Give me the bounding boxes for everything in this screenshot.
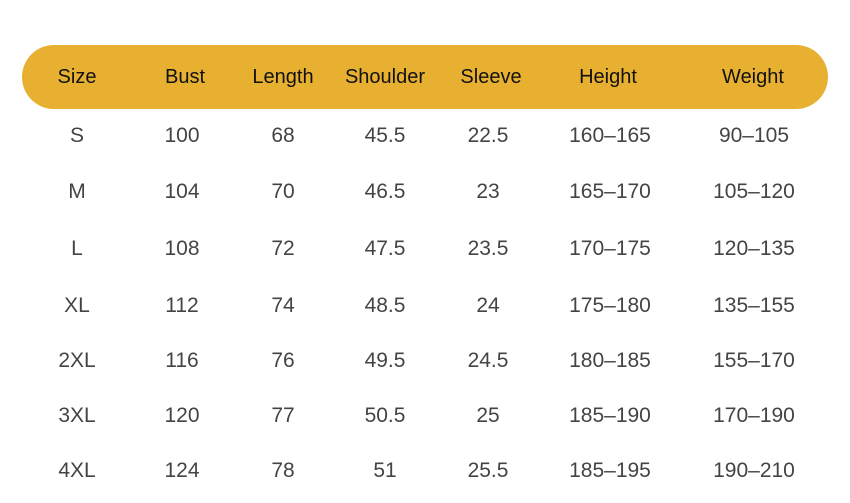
- cell-shoulder: 51: [373, 459, 397, 482]
- cell-sleeve: 23.5: [467, 237, 509, 260]
- cell-bust: 112: [165, 294, 199, 317]
- cell-length: 68: [271, 124, 295, 147]
- table-row: S 100 68 45.5 22.5 160–165 90–105: [0, 121, 850, 151]
- cell-height: 160–165: [569, 124, 651, 147]
- cell-sleeve: 22.5: [467, 124, 509, 147]
- table-header: Size Bust Length Shoulder Sleeve Height …: [22, 45, 828, 109]
- cell-bust: 104: [164, 180, 200, 203]
- cell-shoulder: 49.5: [364, 349, 406, 372]
- cell-length: 72: [271, 237, 295, 260]
- cell-height: 175–180: [569, 294, 651, 317]
- cell-bust: 124: [164, 459, 200, 482]
- cell-length: 70: [271, 180, 295, 203]
- header-weight: Weight: [722, 66, 784, 88]
- header-height: Height: [579, 66, 637, 88]
- cell-height: 185–195: [569, 459, 651, 482]
- table-row: XL 112 74 48.5 24 175–180 135–155: [0, 291, 850, 321]
- cell-size: L: [71, 237, 83, 260]
- header-length: Length: [252, 66, 314, 88]
- header-bust: Bust: [164, 66, 206, 88]
- cell-size: S: [69, 124, 84, 147]
- cell-size: 3XL: [58, 404, 96, 427]
- cell-weight: 135–155: [713, 294, 795, 317]
- cell-sleeve: 23: [476, 180, 500, 203]
- header-size: Size: [57, 66, 97, 88]
- cell-bust: 100: [164, 124, 200, 147]
- table-row: M 104 70 46.5 23 165–170 105–120: [0, 177, 850, 207]
- cell-bust: 120: [164, 404, 200, 427]
- cell-height: 185–190: [569, 404, 651, 427]
- cell-shoulder: 48.5: [364, 294, 406, 317]
- cell-sleeve: 25.5: [467, 459, 509, 482]
- cell-size: 2XL: [58, 349, 96, 372]
- cell-weight: 155–170: [713, 349, 795, 372]
- cell-shoulder: 47.5: [364, 237, 406, 260]
- cell-length: 76: [271, 349, 295, 372]
- table-row: 2XL 116 76 49.5 24.5 180–185 155–170: [0, 346, 850, 376]
- table-row: L 108 72 47.5 23.5 170–175 120–135: [0, 234, 850, 264]
- cell-shoulder: 45.5: [364, 124, 406, 147]
- cell-height: 180–185: [569, 349, 651, 372]
- cell-length: 74: [271, 294, 295, 317]
- cell-sleeve: 25: [476, 404, 500, 427]
- cell-length: 78: [271, 459, 295, 482]
- cell-weight: 170–190: [713, 404, 795, 427]
- cell-size: 4XL: [58, 459, 96, 482]
- table-row: 4XL 124 78 51 25.5 185–195 190–210: [0, 456, 850, 486]
- cell-bust: 108: [164, 237, 200, 260]
- cell-height: 170–175: [569, 237, 651, 260]
- cell-weight: 105–120: [713, 180, 795, 203]
- cell-size: M: [68, 180, 86, 203]
- cell-shoulder: 50.5: [364, 404, 406, 427]
- cell-weight: 190–210: [713, 459, 795, 482]
- cell-shoulder: 46.5: [364, 180, 406, 203]
- cell-bust: 116: [165, 349, 199, 372]
- cell-sleeve: 24: [476, 294, 500, 317]
- cell-length: 77: [271, 404, 295, 427]
- cell-height: 165–170: [569, 180, 651, 203]
- cell-sleeve: 24.5: [467, 349, 509, 372]
- cell-weight: 90–105: [718, 124, 790, 147]
- header-sleeve: Sleeve: [460, 66, 522, 88]
- cell-weight: 120–135: [713, 237, 795, 260]
- cell-size: XL: [64, 294, 90, 317]
- table-row: 3XL 120 77 50.5 25 185–190 170–190: [0, 401, 850, 431]
- header-shoulder: Shoulder: [344, 66, 426, 88]
